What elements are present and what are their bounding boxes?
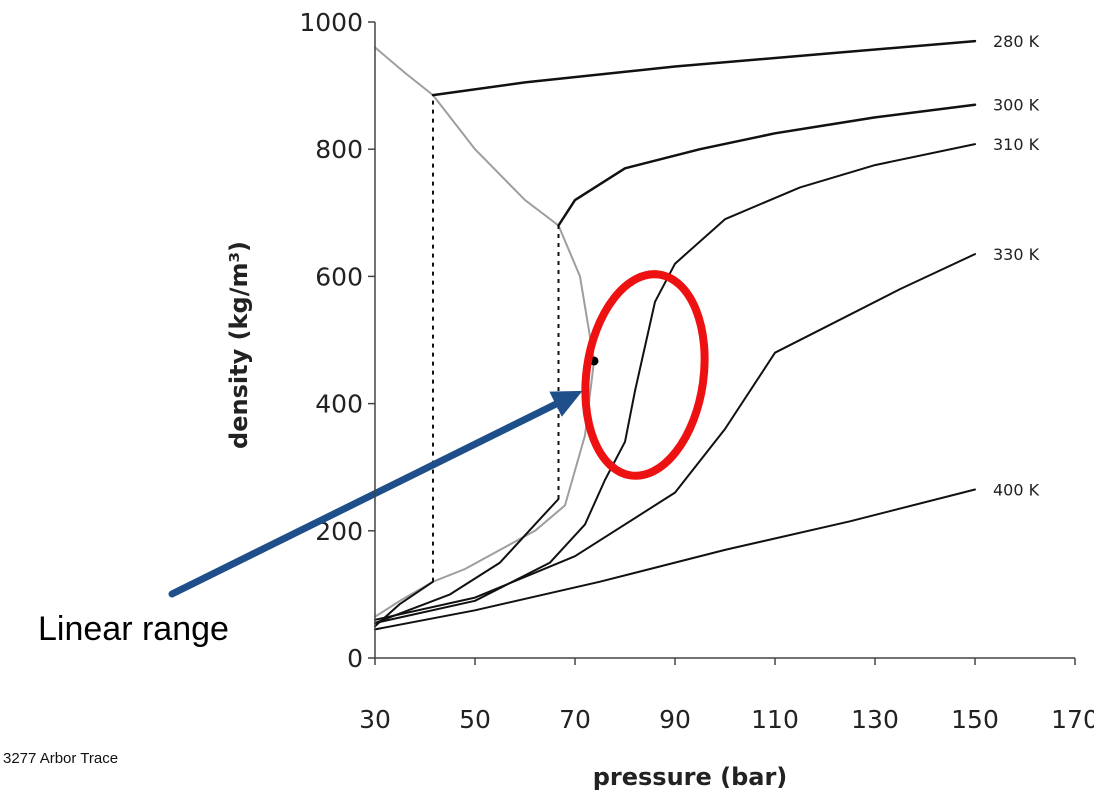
y-tick-label: 400	[315, 390, 363, 419]
linear-range-highlight	[581, 270, 709, 480]
series-layer	[374, 39, 977, 631]
x-tick-label: 70	[559, 705, 591, 734]
linear-range-label: Linear range	[38, 610, 229, 648]
annotation-layer	[168, 270, 709, 598]
isotherm-400-k	[374, 488, 976, 631]
y-tick-label: 1000	[299, 8, 363, 37]
coexistence-curve	[374, 46, 595, 618]
series-labels: 280 K 300 K 310 K 330 K 400 K	[993, 32, 1040, 499]
series-label-310-k: 310 K	[993, 135, 1040, 154]
isotherm-280-k-liquid	[431, 39, 977, 97]
series-label-280-k: 280 K	[993, 32, 1040, 51]
y-tick-label: 0	[347, 644, 363, 673]
series-label-300-k: 300 K	[993, 96, 1040, 115]
x-tick-label: 110	[751, 705, 799, 734]
isotherm-300-k-liquid	[557, 103, 977, 227]
series-label-400-k: 400 K	[993, 480, 1040, 499]
series-label-330-k: 330 K	[993, 245, 1040, 264]
isotherm-310-k	[374, 143, 976, 624]
x-tick-label: 170	[1051, 705, 1094, 734]
x-axis-title: pressure (bar)	[593, 763, 788, 791]
x-tick-label: 30	[359, 705, 391, 734]
isotherm-330-k	[374, 253, 976, 621]
x-tick-label: 90	[659, 705, 691, 734]
isotherm-300-k	[374, 498, 560, 624]
footer-address: 3277 Arbor Trace	[3, 750, 119, 767]
x-tick-label: 150	[951, 705, 999, 734]
x-ticks: 30 50 70 90 110 130 150 170	[359, 658, 1094, 734]
x-tick-label: 130	[851, 705, 899, 734]
x-tick-label: 50	[459, 705, 491, 734]
y-tick-label: 800	[315, 135, 363, 164]
y-tick-label: 600	[315, 262, 363, 291]
annotation-arrow-shaft	[168, 393, 574, 598]
y-axis-title: density (kg/m³)	[225, 241, 253, 449]
annotation-arrow-head	[549, 390, 583, 417]
